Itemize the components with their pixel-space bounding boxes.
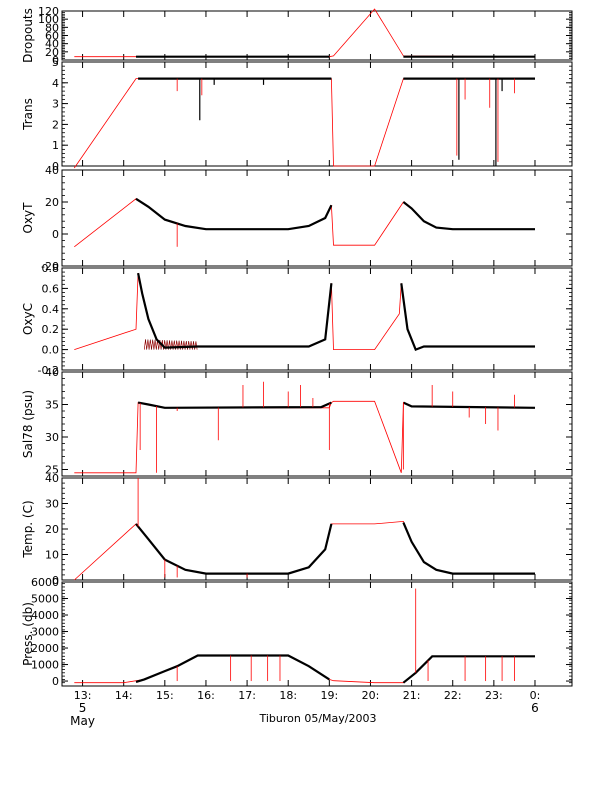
panel-data bbox=[74, 588, 535, 684]
y-tick-label: 3 bbox=[52, 98, 59, 111]
x-tick-label: 20: bbox=[362, 689, 380, 702]
y-axis-label: OxyT bbox=[21, 202, 35, 234]
panel-frame bbox=[61, 267, 573, 371]
series-data-line bbox=[135, 523, 333, 575]
x-tick-label: 17: bbox=[238, 689, 256, 702]
x-date-label: May bbox=[70, 714, 95, 728]
y-axis-label: OxyC bbox=[21, 303, 35, 335]
x-tick-label: 23: bbox=[485, 689, 503, 702]
panel-frame bbox=[61, 581, 573, 687]
x-tick-label: 15: bbox=[156, 689, 174, 702]
y-tick-label: 4000 bbox=[31, 609, 59, 622]
series-data-line bbox=[402, 201, 535, 231]
series-data-line bbox=[402, 522, 535, 575]
y-tick-label: 30 bbox=[45, 431, 59, 444]
series-data-line bbox=[135, 654, 330, 683]
x-date-label: 6 bbox=[531, 701, 539, 715]
y-axis-label: Dropouts bbox=[21, 8, 35, 63]
y-tick-label: 0 bbox=[52, 228, 59, 241]
y-tick-label: 1000 bbox=[31, 659, 59, 672]
panel-frame bbox=[61, 61, 573, 167]
x-tick-label: 19: bbox=[320, 689, 338, 702]
panel-6: 0 1000 2000 3000 4000 5000 6000 Press. (db) bbox=[21, 576, 573, 688]
y-axis-label: Sal78 (psu) bbox=[21, 390, 35, 458]
y-tick-label: 35 bbox=[45, 399, 59, 412]
y-tick-label: 25 bbox=[45, 464, 59, 477]
panel-data bbox=[74, 381, 536, 474]
y-tick-label: 0.6 bbox=[42, 282, 60, 295]
y-axis-label: Temp. (C) bbox=[21, 500, 35, 558]
y-tick-label: 1 bbox=[52, 139, 59, 152]
y-tick-label: 0 bbox=[52, 54, 59, 67]
panels: 020406080100120Dropouts012345Trans-20020… bbox=[21, 5, 573, 688]
panel-frame bbox=[61, 169, 573, 267]
y-tick-label: 60 bbox=[45, 30, 59, 43]
y-tick-label: 0.4 bbox=[42, 303, 60, 316]
figure-title: Tiburon 05/May/2003 bbox=[258, 712, 376, 725]
y-tick-label: 4 bbox=[52, 77, 59, 90]
panel-data bbox=[73, 77, 535, 169]
y-tick-label: 20 bbox=[45, 196, 59, 209]
x-tick-label: 16: bbox=[197, 689, 215, 702]
y-tick-label: 20 bbox=[45, 523, 59, 536]
series-data-line bbox=[402, 401, 536, 409]
panel-3: -0.2 0.0 0.2 0.4 0.6 0.8 OxyC bbox=[21, 262, 573, 377]
x-date-label: 5 bbox=[79, 701, 87, 715]
panel-5: 0 10 20 30 40 Temp. (C) bbox=[21, 472, 573, 587]
y-tick-label: 120 bbox=[38, 5, 59, 18]
panel-data bbox=[74, 272, 535, 352]
y-tick-label: 40 bbox=[45, 38, 59, 51]
y-axis-label: Press. (db) bbox=[21, 602, 35, 666]
panel-1: 0 1 2 3 4 5 Trans bbox=[21, 56, 573, 173]
series-data-noise bbox=[144, 339, 198, 350]
x-tick-label: 22: bbox=[444, 689, 462, 702]
panel-4: 25 30 35 40 Sal78 (psu) bbox=[21, 366, 573, 477]
y-tick-label: 40 bbox=[45, 472, 59, 485]
y-tick-label: 30 bbox=[45, 498, 59, 511]
series-data-line bbox=[135, 197, 333, 231]
panel-data bbox=[74, 8, 536, 58]
y-tick-label: 0.8 bbox=[42, 262, 60, 275]
y-tick-label: 6000 bbox=[31, 576, 59, 589]
series-data-line bbox=[137, 401, 332, 409]
y-tick-label: 5000 bbox=[31, 593, 59, 606]
y-tick-label: 0 bbox=[52, 675, 59, 688]
y-tick-label: 0 bbox=[52, 574, 59, 587]
x-tick-label: 13: bbox=[74, 689, 92, 702]
y-tick-label: 80 bbox=[45, 21, 59, 34]
y-tick-label: 3000 bbox=[31, 626, 59, 639]
panel-data bbox=[74, 197, 535, 248]
y-tick-label: 40 bbox=[45, 164, 59, 177]
y-tick-label: 100 bbox=[38, 13, 59, 26]
series-data-line bbox=[402, 655, 535, 684]
series-data-line bbox=[400, 283, 535, 352]
y-tick-label: -0.2 bbox=[38, 364, 59, 377]
x-tick-label: 18: bbox=[279, 689, 297, 702]
x-tick-label: 14: bbox=[115, 689, 133, 702]
y-tick-label: 2 bbox=[52, 118, 59, 131]
y-axis-label: Trans bbox=[21, 98, 35, 131]
y-tick-label: 10 bbox=[45, 549, 59, 562]
y-tick-label: 2000 bbox=[31, 642, 59, 655]
y-tick-label: 0.0 bbox=[42, 344, 60, 357]
panel-2: -20 0 20 40 OxyT bbox=[21, 164, 573, 273]
y-tick-label: 40 bbox=[45, 366, 59, 379]
x-tick-label: 21: bbox=[403, 689, 421, 702]
x-tick-label: 0: bbox=[530, 689, 541, 702]
series-data-line bbox=[137, 272, 333, 349]
y-tick-label: -20 bbox=[41, 260, 59, 273]
y-tick-label: 5 bbox=[52, 56, 59, 69]
y-tick-label: 0 bbox=[52, 160, 59, 173]
y-tick-label: 20 bbox=[45, 46, 59, 59]
panel-data bbox=[74, 478, 535, 581]
y-tick-label: 0.2 bbox=[42, 323, 60, 336]
